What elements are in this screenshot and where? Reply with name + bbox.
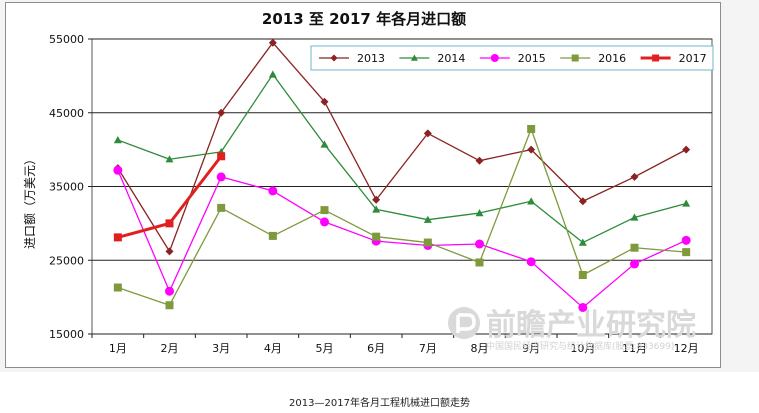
x-tick-label: 8月 [471,342,489,355]
data-point-marker [410,54,418,61]
data-point-marker [571,54,579,62]
x-tick-label: 3月 [212,342,230,355]
y-tick-label: 45000 [49,107,84,120]
data-point-marker [630,243,639,252]
legend-label: 2016 [598,52,626,65]
x-tick-label: 7月 [419,342,437,355]
y-tick-label: 25000 [49,254,84,267]
chart-figure: 2013 至 2017 年各月进口额 进口额（万美元） 15000 25000 35… [0,0,759,372]
y-tick-label: 15000 [49,328,84,341]
data-point-marker [268,186,278,196]
data-point-marker [320,217,329,227]
data-point-marker [372,232,381,241]
data-point-marker [526,257,536,267]
data-point-marker [490,54,499,62]
series-line-2015 [117,170,687,309]
data-point-marker [330,54,338,62]
watermark-subtext: 中国国民经济研究与统计数据库(股票:833699) [486,340,674,352]
data-point-marker [268,70,277,78]
series-line-2014 [117,73,687,244]
data-point-marker [268,231,277,240]
data-point-marker [113,233,122,242]
data-point-marker [578,197,587,206]
data-point-marker [475,239,484,249]
series-2014 [113,70,691,246]
data-point-marker [652,54,660,62]
legend-label: 2013 [357,52,385,65]
data-point-marker [372,195,381,204]
data-point-marker [165,286,174,296]
data-point-marker [475,258,484,267]
series-line-2016 [117,128,687,306]
data-point-marker [423,215,432,223]
chart-frame: 2013 至 2017 年各月进口额 进口额（万美元） 15000 25000 35… [5,2,721,368]
data-point-marker [423,129,432,138]
watermark: 前瞻产业研究院 中国国民经济研究与统计数据库(股票:833699) [448,307,696,352]
series-2016 [113,124,691,310]
data-point-marker [165,219,174,228]
data-point-marker [165,155,174,163]
x-tick-label: 9月 [522,342,540,355]
data-point-marker [320,140,329,148]
y-tick-label: 35000 [49,181,84,194]
data-point-marker [113,165,123,175]
data-point-marker [630,172,639,181]
data-point-marker [165,301,174,310]
data-point-marker [578,302,588,312]
series-2013 [113,38,691,256]
data-point-marker [320,97,329,106]
watermark-brand: 前瞻产业研究院 [486,308,696,343]
data-point-marker [578,271,587,279]
data-point-marker [630,259,639,269]
series-line-2013 [117,42,687,253]
data-point-marker [113,136,122,144]
data-point-marker [681,235,691,245]
data-point-marker [475,209,484,217]
legend: 2013 2014 2015 2016 2017 [310,45,714,71]
x-tick-label: 11月 [622,342,647,355]
data-point-marker [113,283,122,292]
figure-caption: 2013—2017年各月工程机械进口额走势 [289,398,470,409]
x-tick-label: 12月 [674,342,699,355]
data-point-marker [217,108,226,117]
data-point-marker [578,238,587,246]
data-point-marker [527,145,536,154]
x-tick-label: 5月 [316,342,334,355]
series-2017 [113,152,226,242]
legend-label: 2017 [679,52,707,65]
caption-band [0,372,759,413]
legend-label: 2015 [518,52,546,65]
x-tick-label: 4月 [264,342,282,355]
watermark-logo-mark [456,313,476,333]
data-point-marker [630,213,639,221]
data-point-marker [372,205,381,213]
legend-label: 2014 [437,52,465,65]
line-chart: 2013 至 2017 年各月进口额 进口额（万美元） 15000 25000 35… [23,10,714,355]
data-point-marker [320,206,329,215]
data-point-marker [527,124,536,133]
x-tick-label: 10月 [570,342,595,355]
data-point-marker [268,38,277,47]
series-2015 [113,165,691,312]
chart-title: 2013 至 2017 年各月进口额 [262,10,466,28]
data-point-marker [216,172,226,182]
data-point-marker [423,238,432,247]
data-point-marker [475,156,484,165]
data-point-marker [527,197,536,205]
x-tick-label: 6月 [367,342,385,355]
data-point-marker [217,203,226,212]
data-point-marker [682,145,691,154]
y-axis-label: 进口额（万美元） [23,153,37,249]
data-point-marker [217,152,226,161]
data-point-marker [682,199,691,207]
x-tick-label: 1月 [109,342,127,355]
data-point-marker [682,248,691,257]
x-tick-label: 2月 [161,342,179,355]
data-point-marker [165,247,174,256]
y-tick-label: 55000 [49,33,84,46]
